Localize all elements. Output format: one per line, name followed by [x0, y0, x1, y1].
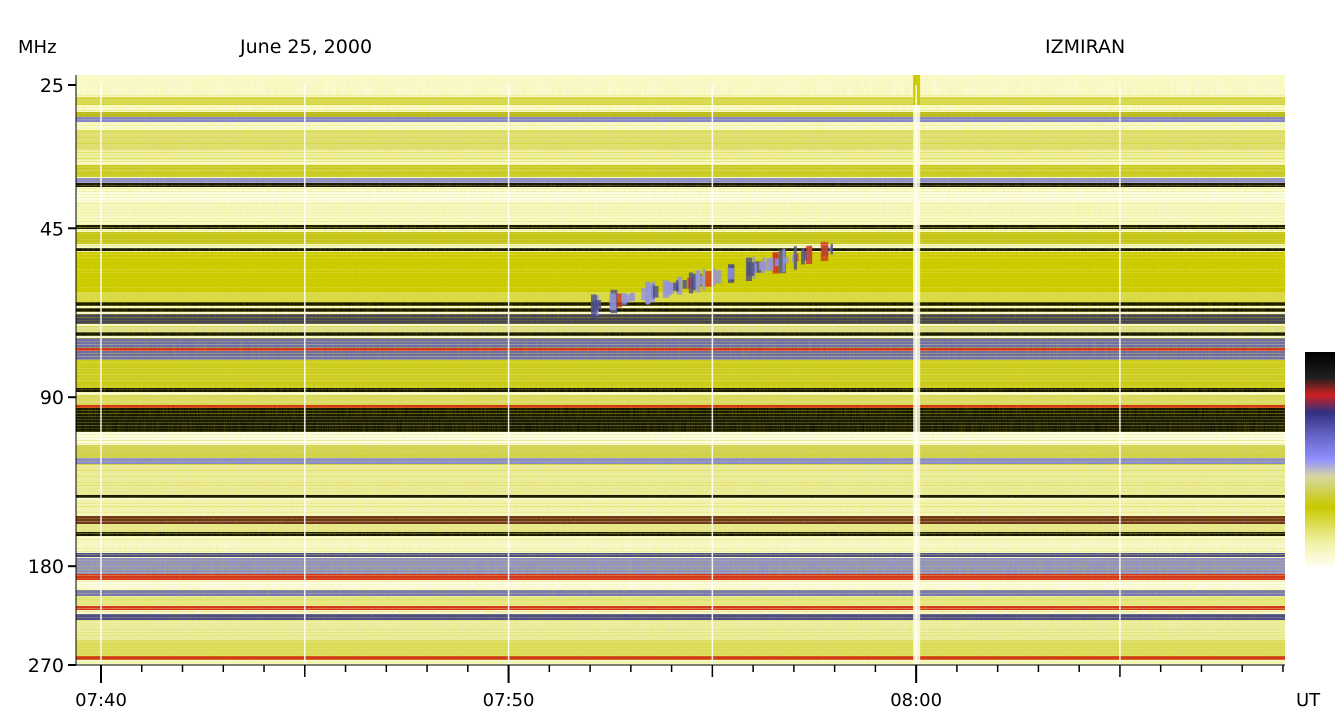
x-tick-label: 07:40 — [75, 690, 127, 711]
chart-date: June 25, 2000 — [239, 36, 372, 58]
x-tick-label: 08:00 — [890, 690, 942, 711]
x-unit-label: UT — [1296, 690, 1321, 711]
spectrogram-plot — [76, 75, 1285, 665]
y-tick-label: 180 — [28, 556, 64, 578]
observatory-label: IZMIRAN — [1045, 36, 1125, 58]
y-tick-label: 270 — [28, 655, 64, 677]
noise-texture — [76, 75, 1285, 665]
y-tick-labels: 25 45 90 180 270 — [28, 75, 76, 677]
y-unit-label: MHz — [18, 37, 57, 58]
y-tick-label: 25 — [40, 75, 64, 97]
colorbar — [1305, 352, 1335, 567]
time-gridlines — [100, 85, 1121, 665]
x-tick-label: 07:50 — [483, 690, 535, 711]
x-tick-labels: 07:40 07:50 08:00 — [75, 665, 1284, 711]
y-tick-label: 90 — [40, 387, 64, 409]
y-tick-label: 45 — [40, 218, 64, 240]
